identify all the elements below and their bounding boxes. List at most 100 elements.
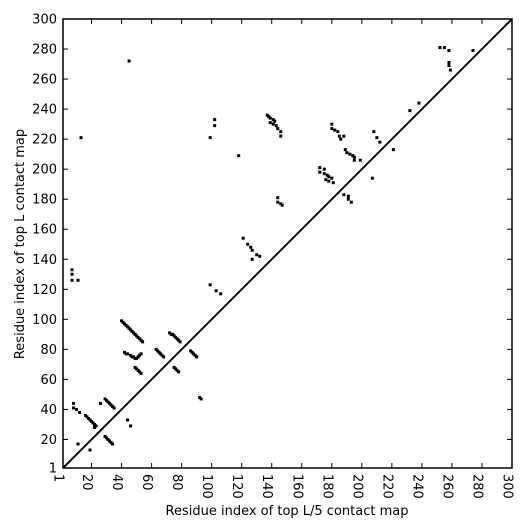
contact-point — [172, 334, 176, 338]
contact-point — [237, 154, 241, 158]
contact-point — [141, 340, 145, 344]
contact-point — [177, 370, 181, 374]
diagonal-line — [62, 18, 513, 469]
contact-point — [213, 118, 217, 122]
y-tick-label: 180 — [32, 193, 57, 208]
contact-point — [190, 350, 194, 354]
contact-point — [330, 176, 334, 180]
contact-point — [136, 355, 140, 359]
x-tick-label: 280 — [469, 474, 484, 499]
contact-point — [279, 130, 283, 134]
contact-point — [337, 134, 341, 138]
y-tick-label: 280 — [32, 43, 57, 58]
y-axis-label: Residue index of top L contact map — [13, 129, 28, 359]
y-tick-label: 1 — [49, 462, 57, 477]
y-tick-label: 220 — [32, 133, 57, 148]
contact-point — [279, 134, 283, 138]
contact-point — [99, 401, 103, 405]
contact-point — [318, 166, 322, 170]
contact-point — [274, 124, 278, 128]
contact-point — [109, 403, 113, 407]
y-tick-label: 80 — [40, 343, 57, 358]
contact-point — [408, 109, 412, 113]
contact-point — [72, 406, 76, 410]
contact-point — [342, 193, 346, 197]
contact-point — [343, 148, 347, 152]
y-tick-label: 240 — [32, 103, 57, 118]
contact-point — [103, 434, 107, 438]
contact-point — [273, 119, 277, 123]
y-tick-label: 200 — [32, 163, 57, 178]
y-tick-label: 60 — [40, 373, 57, 388]
x-tick-label: 180 — [319, 474, 334, 499]
contact-point — [199, 397, 203, 401]
contact-point — [358, 158, 362, 162]
contact-point — [378, 140, 382, 144]
contact-point — [352, 155, 356, 159]
axis-ticks: 1 20 40 60 80 100 120 140 160 180 200 220 240 260 280 3… — [32, 13, 514, 499]
contact-point — [276, 196, 280, 200]
x-tick-label: 240 — [409, 474, 424, 499]
contact-point — [318, 170, 322, 174]
contact-point — [136, 368, 140, 372]
contact-point — [219, 292, 223, 296]
data-points — [70, 46, 475, 452]
x-tick-label: 60 — [139, 474, 154, 491]
x-tick-label: 200 — [349, 474, 364, 499]
contact-point — [448, 68, 452, 72]
contact-point — [195, 355, 199, 359]
contact-point — [93, 425, 97, 429]
contact-point — [268, 121, 272, 125]
x-tick-label: 140 — [259, 474, 274, 499]
x-tick-label: 120 — [229, 474, 244, 499]
contact-point — [372, 130, 376, 134]
contact-point — [349, 200, 353, 204]
contact-point — [342, 134, 346, 138]
contact-point — [91, 421, 95, 425]
contact-point — [345, 151, 349, 155]
contact-point — [129, 353, 133, 357]
contact-point — [250, 257, 254, 261]
x-tick-label: 220 — [379, 474, 394, 499]
contact-point — [352, 158, 356, 162]
x-tick-label: 40 — [109, 474, 124, 491]
contact-point — [268, 116, 272, 120]
contact-point — [348, 152, 352, 156]
contact-point — [139, 352, 143, 356]
contact-point — [271, 118, 275, 122]
contact-point — [76, 442, 80, 446]
x-tick-label: 260 — [439, 474, 454, 499]
y-tick-label: 260 — [32, 73, 57, 88]
contact-point — [127, 59, 131, 63]
contact-point — [75, 407, 79, 411]
contact-point — [330, 127, 334, 131]
contact-point — [322, 172, 326, 176]
contact-point — [325, 173, 329, 177]
y-tick-label: 100 — [32, 313, 57, 328]
contact-point — [208, 136, 212, 140]
contact-point — [193, 353, 197, 357]
plot-area — [62, 18, 513, 469]
x-tick-label: 300 — [500, 474, 515, 499]
contact-point — [136, 335, 140, 339]
contact-point — [250, 248, 254, 252]
x-tick-label: 100 — [199, 474, 214, 499]
contact-point — [126, 418, 130, 422]
contact-point — [346, 197, 350, 201]
x-tick-label: 80 — [169, 474, 184, 491]
contact-point — [417, 101, 421, 105]
contact-point — [447, 61, 451, 65]
contact-point — [375, 136, 379, 140]
contact-point — [139, 371, 143, 375]
contact-point — [105, 398, 109, 402]
contact-point — [276, 200, 280, 204]
contact-point — [111, 442, 115, 446]
contact-point — [346, 194, 350, 198]
contact-point — [172, 365, 176, 369]
contact-point — [78, 410, 82, 414]
contact-point — [126, 352, 130, 356]
contact-point — [70, 278, 74, 282]
contact-point — [438, 46, 442, 50]
y-tick-label: 140 — [32, 253, 57, 268]
